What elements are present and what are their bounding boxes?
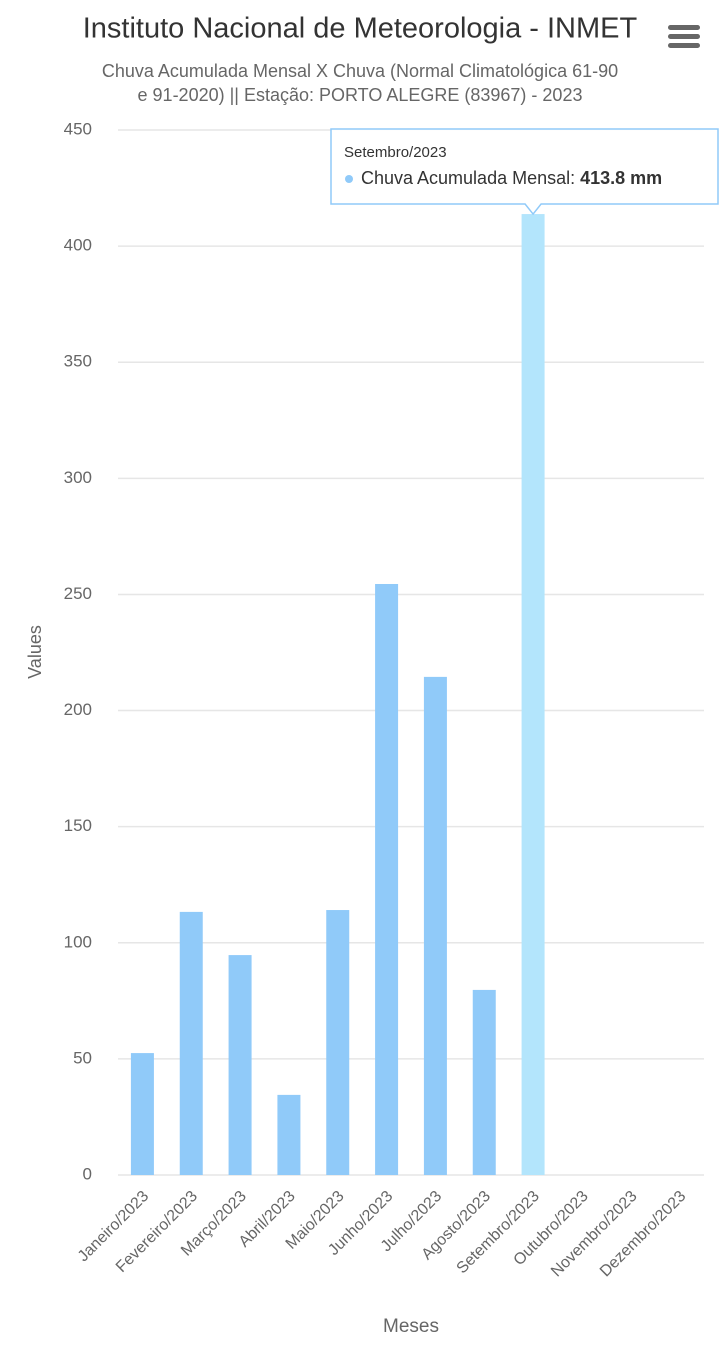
y-tick-label: 300	[64, 468, 92, 487]
bar	[130, 1053, 154, 1175]
bar	[375, 583, 399, 1175]
bar	[472, 989, 496, 1175]
y-tick-label: 100	[64, 932, 92, 951]
menu-bar[interactable]	[668, 43, 700, 48]
tooltip-marker	[345, 175, 353, 183]
y-tick-label: 450	[64, 119, 92, 138]
menu-bar[interactable]	[668, 34, 700, 39]
y-tick-label: 350	[64, 352, 92, 371]
bar	[277, 1094, 301, 1175]
y-tick-label: 150	[64, 816, 92, 835]
y-axis-label: Values	[25, 625, 45, 679]
tooltip-value: 413.8 mm	[580, 168, 662, 188]
bar	[326, 910, 350, 1175]
y-tick-label: 400	[64, 236, 92, 255]
chart-subtitle: e 91-2020) || Estação: PORTO ALEGRE (839…	[138, 85, 583, 105]
bar	[521, 214, 545, 1175]
y-tick-label: 50	[73, 1048, 92, 1067]
y-tick-label: 200	[64, 700, 92, 719]
tooltip: Setembro/2023 Chuva Acumulada Mensal: 413…	[330, 128, 719, 216]
menu-bar[interactable]	[668, 25, 700, 30]
bar	[423, 676, 447, 1175]
y-tick-label: 0	[83, 1164, 92, 1183]
tooltip-header: Setembro/2023	[344, 144, 447, 161]
tooltip-series: Chuva Acumulada Mensal:	[361, 168, 580, 188]
y-tick-label: 250	[64, 584, 92, 603]
chart-subtitle: Chuva Acumulada Mensal X Chuva (Normal C…	[102, 61, 618, 81]
bar	[228, 955, 252, 1175]
tooltip-box	[330, 128, 719, 216]
menu-button[interactable]	[668, 25, 700, 48]
chart-title: Instituto Nacional de Meteorologia - INM…	[83, 13, 638, 45]
tooltip-line: Chuva Acumulada Mensal: 413.8 mm	[361, 168, 662, 188]
x-axis-label: Meses	[383, 1316, 439, 1337]
bar	[179, 911, 203, 1175]
